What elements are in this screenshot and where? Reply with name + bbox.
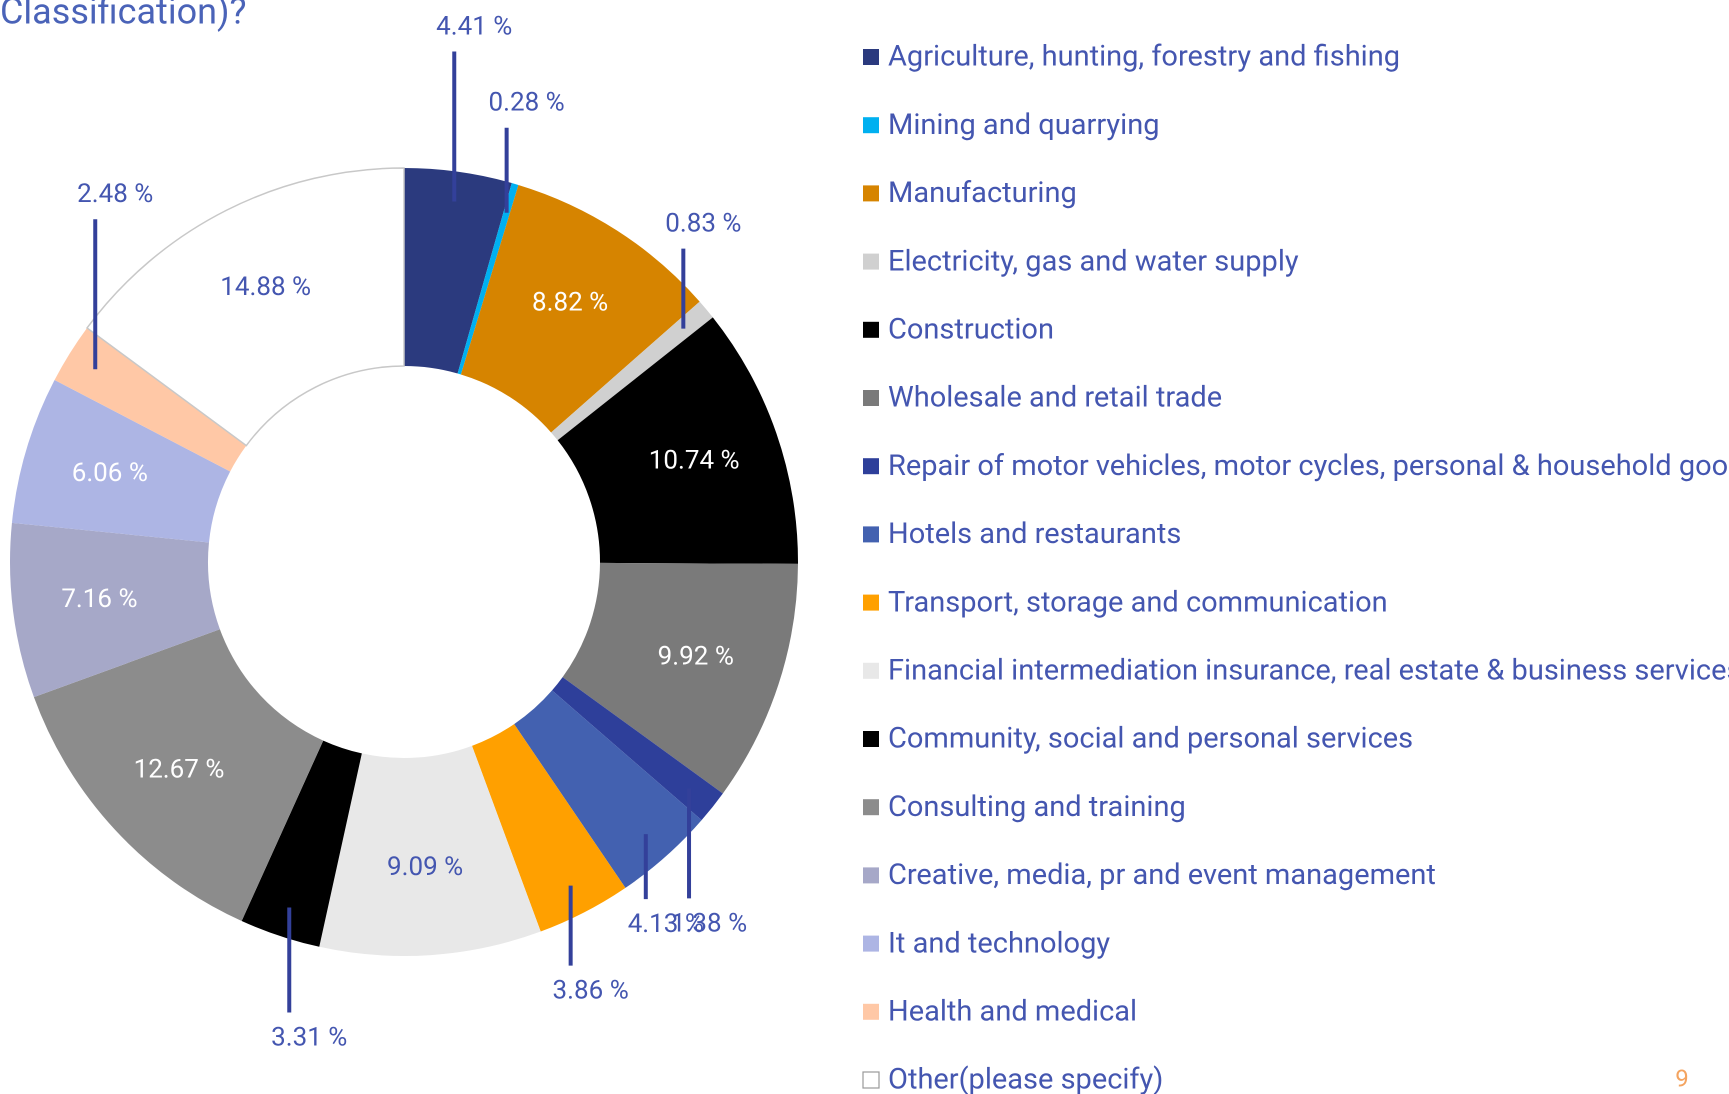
data-label: 0.83 % [665, 208, 741, 238]
donut-slice [551, 301, 713, 441]
legend-swatch [863, 867, 879, 884]
legend-label: Community, social and personal services [888, 722, 1413, 756]
donut-slice [557, 317, 798, 564]
legend-label: It and technology [888, 926, 1110, 960]
legend-swatch [863, 935, 879, 952]
legend-swatch [863, 662, 879, 679]
data-label: 4.13 % [628, 909, 704, 939]
data-label: 9.92 % [658, 641, 734, 671]
donut-slice [11, 379, 231, 543]
legend-label: Manufacturing [888, 176, 1077, 210]
legend-label: Health and medical [888, 994, 1137, 1028]
donut-slice [514, 690, 702, 888]
data-label: 6.06 % [72, 458, 148, 488]
legend-label: Hotels and restaurants [888, 517, 1181, 551]
page-number: 9 [1675, 1064, 1689, 1092]
legend-label: Transport, storage and communication [888, 585, 1388, 619]
data-label: 10.74 % [649, 446, 740, 476]
legend-swatch [863, 526, 879, 543]
donut-slice [460, 184, 700, 433]
legend-swatch [863, 458, 879, 475]
legend-label: Other(please specify) [888, 1063, 1163, 1094]
data-label: 14.88 % [220, 272, 311, 302]
data-label: 2.48 % [77, 179, 153, 209]
data-label: 1.38 % [671, 908, 747, 938]
legend-label: Wholesale and retail trade [888, 381, 1222, 415]
data-label: 12.67 % [134, 755, 225, 785]
legend-label: Mining and quarrying [888, 108, 1160, 142]
data-label: 3.86 % [553, 975, 629, 1005]
legend-swatch [863, 594, 879, 611]
data-label: 7.16 % [61, 584, 137, 614]
legend-swatch [863, 49, 879, 65]
data-label: 9.09 % [387, 852, 463, 882]
legend-swatch [862, 1071, 880, 1089]
legend-swatch [863, 321, 879, 338]
donut-slice [471, 724, 626, 932]
donut-slice [319, 745, 541, 956]
legend-swatch [863, 253, 879, 270]
donut-slice [10, 522, 220, 698]
donut-slice [85, 167, 405, 447]
legend-label: Construction [888, 312, 1054, 346]
legend-label: Creative, media, pr and event management [888, 858, 1436, 892]
donut-slice [404, 168, 512, 374]
legend-swatch [863, 117, 879, 134]
chart-title: Classification)? [0, 0, 247, 33]
data-label: 4.41 % [436, 11, 512, 41]
donut-slice [457, 183, 519, 375]
legend-swatch [863, 185, 879, 202]
donut-slice [54, 327, 247, 472]
legend-label: Agriculture, hunting, forestry and fishi… [888, 40, 1400, 74]
legend-label: Electricity, gas and water supply [888, 244, 1299, 278]
legend-swatch [863, 799, 879, 816]
legend-swatch [863, 731, 879, 747]
donut-slice [562, 562, 798, 794]
data-label: 8.82 % [532, 288, 608, 318]
legend-swatch [863, 1003, 879, 1020]
legend-label: Financial intermediation insurance, real… [888, 653, 1729, 687]
legend-swatch [863, 390, 879, 406]
donut-slice [33, 629, 324, 922]
data-label: 3.31 % [271, 1022, 347, 1052]
data-label: 0.28 % [489, 88, 565, 118]
donut-slice [241, 740, 362, 947]
legend-label: Consulting and training [888, 790, 1186, 824]
donut-slice [552, 677, 723, 821]
legend-label: Repair of motor vehicles, motor cycles, … [888, 449, 1729, 483]
